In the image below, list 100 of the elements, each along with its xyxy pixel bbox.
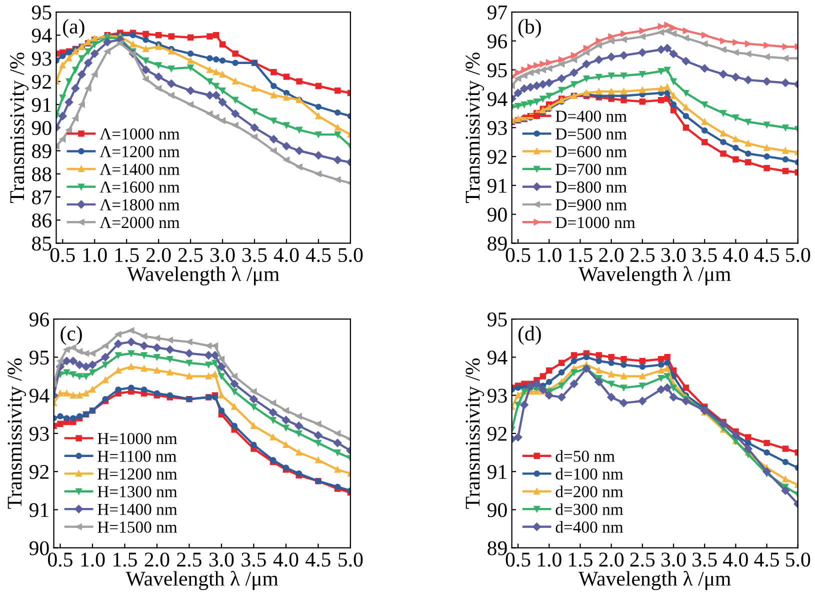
x-tick-label: 3.5 [692, 248, 717, 262]
y-tick-label: 96 [29, 312, 49, 326]
y-tick-label: 87 [32, 190, 52, 204]
x-tick-label: 2.0 [144, 552, 170, 567]
x-tick-label: 1.0 [538, 248, 562, 262]
y-tick-label: 93 [29, 426, 49, 441]
annotation: (d) [518, 326, 541, 345]
y-tick-label: 90 [29, 541, 49, 556]
legend-label: H=1300 nm [98, 486, 178, 498]
x-tick-label: 3.0 [661, 552, 686, 567]
y-tick-label: 90 [487, 503, 507, 518]
x-tick-label: 3.5 [242, 552, 266, 567]
x-tick-label: 5.0 [338, 552, 363, 567]
x-tick-label: 3.5 [692, 552, 717, 567]
y-tick-label: 89 [488, 541, 507, 556]
y-tick-label: 92 [29, 465, 48, 479]
y-tick-label: 94 [487, 92, 508, 106]
x-tick-label: 4.5 [306, 248, 331, 262]
y-tick-label: 97 [487, 5, 508, 20]
legend-label: D=700 nm [556, 164, 627, 176]
legend-label: H=1000 nm [98, 432, 178, 444]
legend-label: D=500 nm [556, 128, 627, 140]
legend-label: Λ=1200 nm [100, 146, 180, 158]
x-tick-label: 1.5 [114, 552, 137, 567]
x-tick-label: 1.0 [538, 552, 562, 567]
legend-label: D=1000 nm [556, 216, 636, 228]
y-tick-label: 93 [487, 388, 507, 403]
legend-label: d=400 nm [556, 521, 624, 533]
legend-label: D=600 nm [556, 146, 627, 158]
x-tick-label: 4.0 [274, 248, 299, 262]
legend-label: d=200 nm [556, 486, 624, 498]
x-tick-label: 2.0 [146, 248, 171, 262]
legend-label: D=800 nm [556, 181, 627, 193]
y-tick-label: 90 [487, 208, 507, 222]
legend-label: d=100 nm [556, 468, 624, 480]
y-tick-label: 89 [488, 236, 507, 251]
x-tick-label: 3.0 [209, 552, 234, 567]
x-tick-label: 1.0 [83, 248, 107, 262]
x-axis-title: Wavelength λ /μm [127, 266, 280, 286]
legend-label: D=900 nm [556, 199, 627, 210]
y-axis-title: Transmissivity /% [8, 358, 26, 509]
x-tick-label: 1.5 [569, 248, 592, 262]
y-axis-title: Transmissivity /% [10, 52, 28, 203]
y-tick-label: 93 [32, 52, 52, 66]
x-tick-label: 5.0 [786, 248, 810, 262]
y-tick-label: 94 [32, 28, 52, 43]
legend-label: Λ=1400 nm [100, 164, 180, 176]
x-tick-label: 0.5 [50, 248, 75, 262]
legend-label: H=1200 nm [98, 468, 178, 480]
x-tick-label: 5.0 [338, 248, 363, 262]
legend-label: H=1400 nm [98, 504, 178, 516]
legend-label: d=300 nm [556, 503, 624, 516]
legend-label: Λ=2000 nm [100, 216, 180, 228]
y-tick-label: 93 [487, 121, 507, 136]
y-tick-label: 91 [487, 465, 506, 479]
y-tick-label: 95 [32, 5, 52, 20]
x-tick-label: 4.5 [754, 248, 779, 262]
y-axis-title: Transmissivity /% [466, 52, 484, 203]
legend-label: Λ=1000 nm [100, 128, 180, 140]
y-tick-label: 94 [487, 350, 508, 365]
x-axis-title: Wavelength λ /μm [578, 570, 731, 590]
y-tick-label: 92 [487, 150, 507, 164]
x-tick-label: 1.5 [569, 552, 592, 567]
y-tick-label: 95 [487, 63, 507, 78]
y-tick-label: 89 [32, 144, 52, 158]
legend-label: Λ=1800 nm [100, 199, 180, 210]
x-tick-label: 0.5 [48, 552, 72, 567]
y-tick-label: 95 [29, 350, 49, 365]
y-axis-title: Transmissivity /% [466, 358, 484, 509]
y-tick-label: 88 [32, 167, 52, 182]
x-axis-title: Wavelength λ /μm [578, 266, 731, 286]
x-tick-label: 2.0 [599, 248, 624, 262]
y-tick-label: 91 [487, 178, 506, 193]
x-axis-title: Wavelength λ /μm [126, 570, 278, 590]
annotation: (b) [518, 18, 541, 38]
legend-label: d=50 nm [556, 450, 615, 462]
y-tick-label: 86 [32, 213, 52, 228]
x-tick-label: 4.5 [754, 552, 779, 567]
y-tick-label: 91 [32, 98, 51, 112]
annotation: (c) [60, 326, 82, 345]
x-tick-label: 3.5 [242, 248, 267, 262]
x-tick-label: 3.0 [661, 248, 686, 262]
x-tick-label: 0.5 [506, 552, 530, 567]
legend-label: H=1500 nm [98, 522, 178, 533]
x-tick-label: 1.5 [115, 248, 139, 262]
x-tick-label: 2.5 [630, 552, 655, 567]
x-tick-label: 5.0 [786, 552, 810, 567]
x-tick-label: 1.0 [81, 552, 105, 567]
annotation: (a) [63, 18, 84, 38]
legend-label: D=400 nm [556, 110, 627, 122]
y-tick-label: 94 [29, 388, 50, 403]
x-tick-label: 2.5 [630, 248, 655, 262]
x-tick-label: 4.0 [723, 248, 748, 262]
x-tick-label: 4.5 [306, 552, 330, 567]
x-tick-label: 0.5 [506, 248, 530, 262]
x-tick-label: 4.0 [723, 552, 748, 567]
x-tick-label: 2.5 [177, 552, 202, 567]
y-tick-label: 96 [487, 34, 508, 48]
y-tick-label: 85 [32, 236, 52, 251]
x-tick-label: 2.5 [178, 248, 203, 262]
